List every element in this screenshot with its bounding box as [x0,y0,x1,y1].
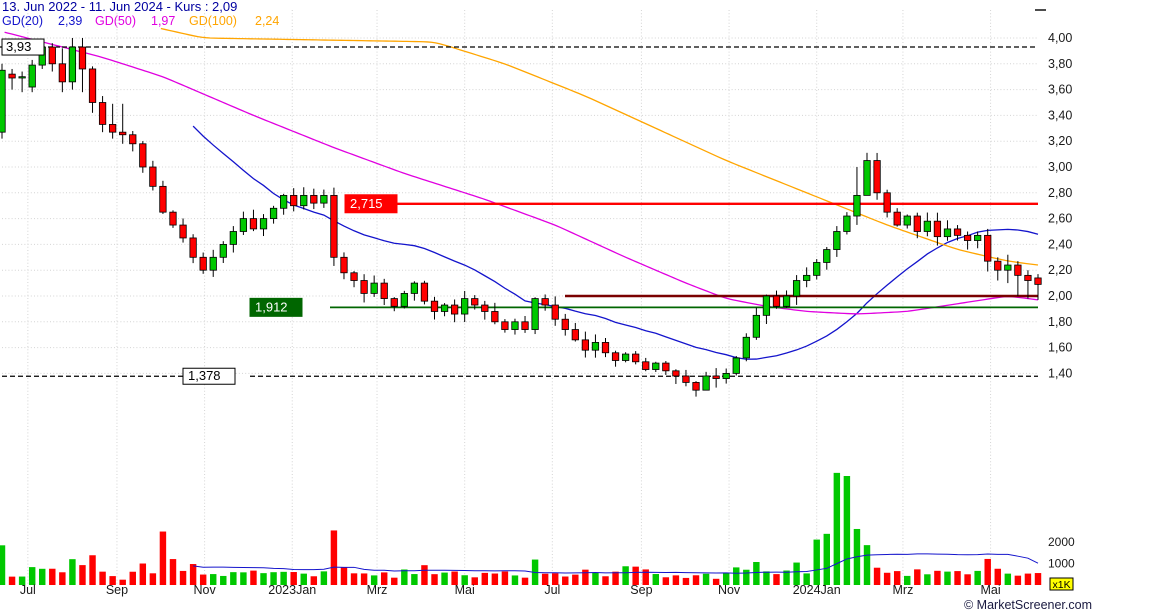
svg-text:13. Jun 2022 - 11. Jun 2024 -: 13. Jun 2022 - 11. Jun 2024 - Kurs : 2,0… [2,0,237,14]
svg-text:Nov: Nov [718,583,741,597]
svg-text:2,60: 2,60 [1048,212,1072,226]
svg-text:Sep: Sep [106,583,128,597]
svg-text:2,00: 2,00 [1048,289,1072,303]
svg-text:Mrz: Mrz [367,583,388,597]
svg-text:1,40: 1,40 [1048,366,1072,380]
svg-text:3,93: 3,93 [6,39,31,54]
svg-text:3,20: 3,20 [1048,134,1072,148]
svg-text:2,20: 2,20 [1048,263,1072,277]
svg-text:Jul: Jul [20,583,36,597]
svg-text:2,80: 2,80 [1048,186,1072,200]
svg-text:2,40: 2,40 [1048,237,1072,251]
svg-text:Mrz: Mrz [893,583,914,597]
svg-text:x1K: x1K [1053,579,1071,591]
svg-text:1000: 1000 [1048,557,1075,571]
svg-text:2023Jan: 2023Jan [268,583,316,597]
svg-text:Sep: Sep [630,583,652,597]
svg-text:2,24: 2,24 [255,14,279,28]
svg-text:GD(20): GD(20) [2,14,43,28]
svg-text:4,00: 4,00 [1048,31,1072,45]
svg-text:2000: 2000 [1048,535,1075,549]
svg-text:© MarketScreener.com: © MarketScreener.com [964,598,1092,612]
svg-text:Jul: Jul [544,583,560,597]
svg-text:2024Jan: 2024Jan [793,583,841,597]
svg-text:3,40: 3,40 [1048,108,1072,122]
svg-text:3,00: 3,00 [1048,160,1072,174]
svg-text:GD(50): GD(50) [95,14,136,28]
svg-text:Mai: Mai [455,583,475,597]
svg-text:2,715: 2,715 [350,196,383,211]
svg-text:1,97: 1,97 [151,14,175,28]
svg-text:Nov: Nov [193,583,216,597]
svg-text:3,60: 3,60 [1048,83,1072,97]
svg-text:1,378: 1,378 [188,368,221,383]
svg-text:1,80: 1,80 [1048,315,1072,329]
svg-text:Mai: Mai [981,583,1001,597]
svg-text:1,912: 1,912 [255,299,288,314]
svg-text:1,60: 1,60 [1048,341,1072,355]
svg-text:3,80: 3,80 [1048,57,1072,71]
svg-text:2,39: 2,39 [58,14,82,28]
svg-text:GD(100): GD(100) [189,14,237,28]
